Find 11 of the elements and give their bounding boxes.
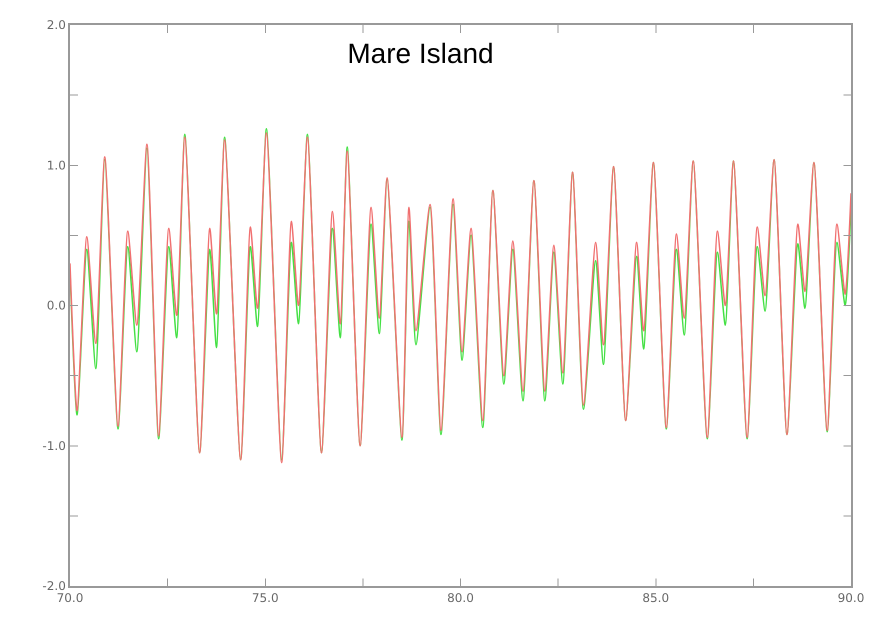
y-tick-label: 2.0: [46, 18, 66, 32]
y-tick-label: -1.0: [42, 438, 66, 453]
x-tick-label: 85.0: [642, 591, 670, 606]
text: Mare Island: [347, 38, 494, 69]
x-tick-label: 90.0: [838, 591, 864, 606]
x-tick-label: 75.0: [252, 591, 279, 606]
x-tick-label: 80.0: [447, 591, 474, 606]
y-tick-label: -2.0: [42, 579, 66, 594]
y-tick-label: 1.0: [46, 158, 66, 172]
y-tick-label: 0.0: [46, 298, 66, 313]
x-tick-label: 70.0: [56, 591, 84, 606]
